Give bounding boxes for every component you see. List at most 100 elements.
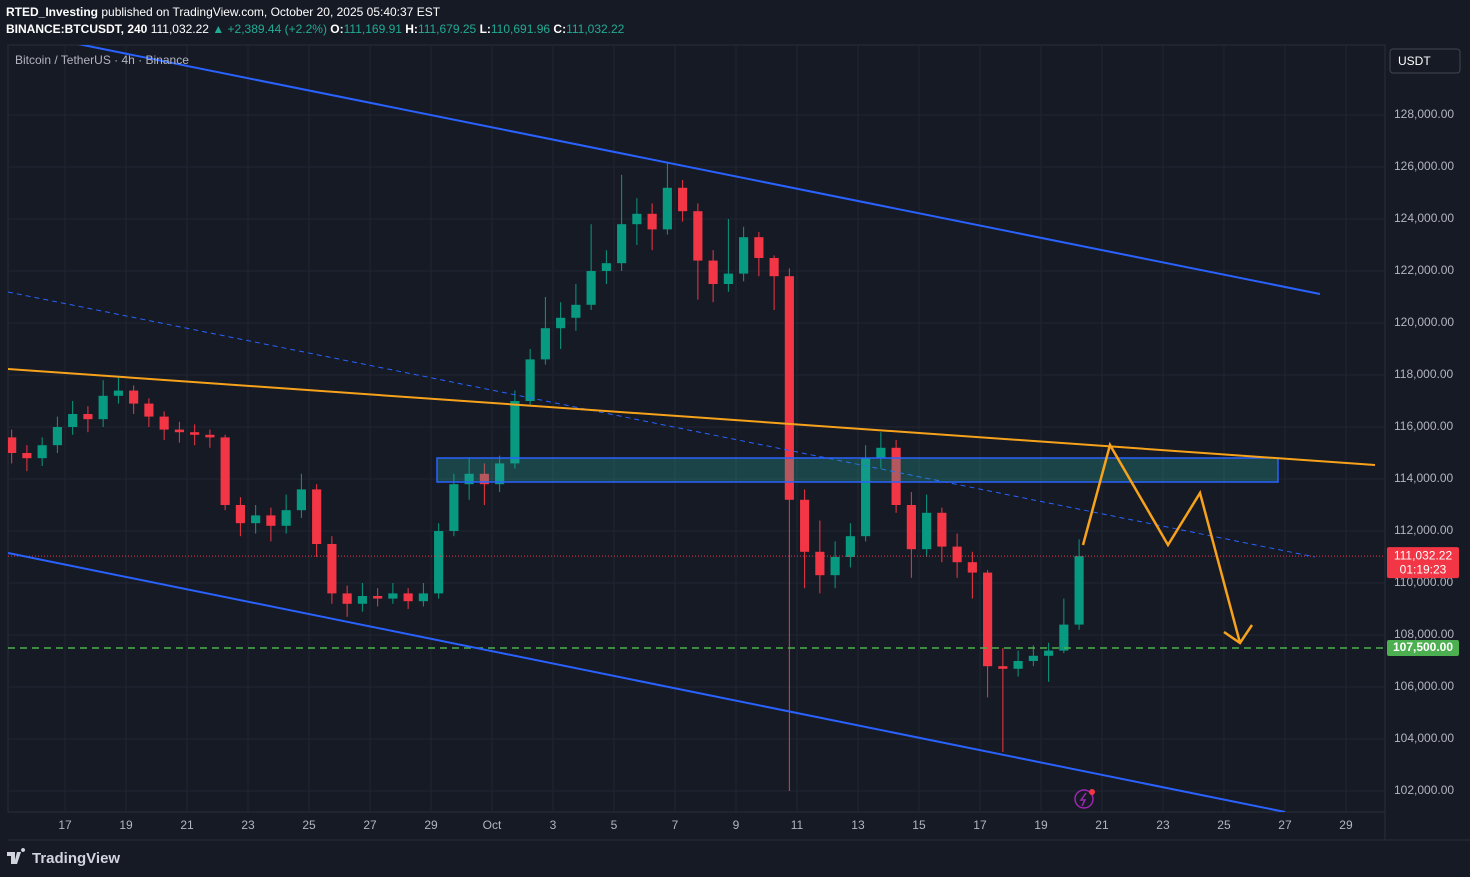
candle-body [373,595,383,599]
channel-top [77,45,1321,295]
candles [8,161,1385,791]
x-tick-label: 23 [1156,818,1170,832]
x-tick-label: 17 [973,818,987,832]
zone [436,457,1279,483]
low-label: L: [480,22,491,36]
candle-body [98,395,108,420]
y-tick-label: 106,000.00 [1394,679,1454,693]
x-tick-label: 17 [58,818,72,832]
candle-body [388,593,398,599]
high: 111,679.25 [418,22,477,36]
candle-body [235,504,245,524]
y-tick-label: 104,000.00 [1394,731,1454,745]
symbol-info: BINANCE:BTCUSDT, 240 111,032.22 ▲ +2,389… [6,22,625,36]
published: published on TradingView.com, October 20… [101,5,440,19]
candle-body [693,211,703,261]
x-tick-label: 19 [119,818,133,832]
drawings [8,45,1376,812]
candle-body [327,543,337,594]
close-label: C: [553,22,566,36]
candle-body [144,403,154,417]
x-tick-label: 5 [611,818,618,832]
x-tick-label: 29 [424,818,438,832]
candle-body [1044,650,1054,656]
low: 110,691.96 [491,22,550,36]
last-price-label: 111,032.22 [1394,548,1453,562]
candle-body [464,473,474,485]
candle-body [937,512,947,547]
price: 111,032.22 [151,22,210,36]
candle-body [1074,556,1084,625]
candle-body [845,536,855,557]
projection-path [1081,441,1242,644]
candle-body [830,556,840,576]
candle-body [739,237,749,274]
candle-body [1059,624,1069,651]
high-label: H: [405,22,418,36]
x-tick-label: 13 [851,818,865,832]
candle-body [891,447,901,505]
candle-body [876,447,886,459]
candle-body [52,426,62,446]
candle-body [342,593,352,604]
currency[interactable]: USDT [1398,54,1431,68]
candle-body [251,515,261,524]
y-tick-label: 122,000.00 [1394,263,1454,277]
x-tick-label: 3 [550,818,557,832]
candle-body [540,328,550,360]
candle-body [205,434,215,438]
candle-body [449,484,459,531]
x-tick-label: 27 [1278,818,1292,832]
alert-icon[interactable] [1074,789,1095,809]
candle-body [632,213,642,225]
candle-body [1013,660,1023,669]
candle-body [418,593,428,602]
candle-body [647,213,657,230]
candle-body [952,546,962,563]
candle-body [708,260,718,284]
candle-body [998,666,1008,669]
level-label: 107,500.00 [1393,640,1453,654]
brand-logo[interactable]: TradingView [7,848,120,867]
candle-body [861,458,871,537]
candle-body [495,463,505,485]
candle-body [784,276,794,500]
candle-body [266,515,276,526]
y-tick-label: 120,000.00 [1394,315,1454,329]
candle-body [754,237,764,258]
chart-title: Bitcoin / TetherUS · 4h · Binance [15,53,189,67]
x-tick-label: 21 [180,818,194,832]
x-tick-label: 7 [672,818,679,832]
candle-body [922,512,932,550]
candle-body [296,489,306,511]
candle-body [37,445,47,459]
channel-bottom [8,552,1286,812]
candle-body [815,551,825,576]
countdown: 01:19:23 [1400,562,1447,576]
currency-button[interactable] [1389,48,1461,74]
candle-body [174,429,184,433]
candle-body [403,593,413,602]
projection-arrow [1223,624,1254,645]
level-label-bg [1387,639,1459,656]
candle-body [68,413,78,427]
candle-body [906,504,916,550]
y-tick-label: 114,000.00 [1394,471,1453,485]
y-tick-label: 128,000.00 [1394,107,1454,121]
candle-body [983,572,993,667]
x-tick-label: Oct [483,818,502,832]
axes: 102,000.00 104,000.00 106,000.00 108,000.00… [58,107,1459,832]
y-tick-label: 108,000.00 [1394,627,1454,641]
x-tick-label: 21 [1095,818,1109,832]
x-tick-label: 29 [1339,818,1353,832]
candle-body [22,452,32,459]
candle-body [525,359,535,401]
close: 111,032.22 [566,22,625,36]
author[interactable]: RTED_Investing [6,5,98,19]
y-tick-label: 102,000.00 [1394,783,1454,797]
brand[interactable]: TradingView [32,850,120,867]
x-tick-label: 27 [363,818,377,832]
x-tick-label: 23 [241,818,255,832]
x-tick-label: 15 [912,818,926,832]
